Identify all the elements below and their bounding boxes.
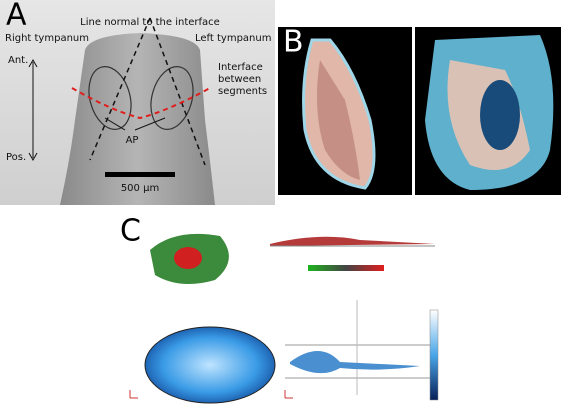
annotation: Left tympanum	[195, 33, 271, 44]
panel-a: A Line normal to the interface Right tym…	[0, 0, 275, 205]
colorbar	[429, 309, 439, 401]
panel-c: C	[120, 214, 439, 404]
annotation: 500 µm	[121, 183, 159, 194]
panel-label: B	[283, 25, 304, 60]
annotation: Right tympanum	[5, 33, 89, 44]
profile	[270, 236, 435, 246]
normal-line	[149, 17, 206, 166]
annotation: Ant.	[8, 55, 28, 66]
panel-label: C	[120, 214, 141, 249]
colorbar	[308, 265, 384, 271]
annotation: AP	[126, 135, 139, 146]
annotation: between	[218, 74, 261, 85]
normal-line	[89, 17, 151, 161]
pointer	[104, 117, 126, 131]
panel-label: A	[6, 0, 27, 33]
profile	[290, 351, 420, 374]
render	[480, 80, 520, 150]
pointer	[134, 117, 166, 131]
tympanum-left	[150, 66, 194, 130]
axes-triad	[129, 390, 293, 399]
panel-b: B	[278, 25, 561, 195]
tympanum-right	[88, 66, 132, 130]
specimen	[60, 33, 215, 205]
annotation: Pos.	[6, 152, 26, 163]
annotation: Interface	[218, 62, 263, 73]
render	[316, 60, 360, 180]
interface-line	[71, 87, 211, 120]
scale-bar	[105, 172, 175, 177]
surface	[144, 326, 276, 404]
annotation: segments	[218, 86, 267, 97]
annotation: Line normal to the interface	[80, 17, 220, 28]
surface	[174, 247, 202, 269]
arrow-heads	[28, 58, 38, 162]
